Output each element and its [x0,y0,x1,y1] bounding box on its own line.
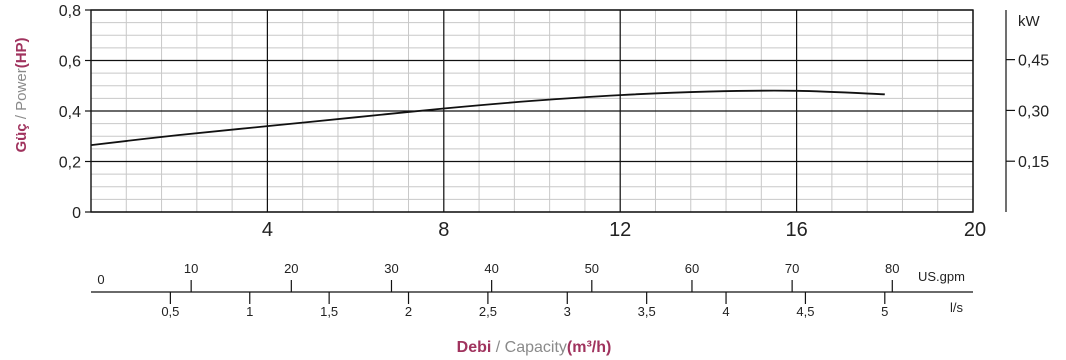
power-curve-line [90,89,885,146]
grid [91,9,974,213]
x-tick-label: 16 [785,219,807,241]
ls-tick-label: 5 [881,304,888,319]
ls-tick-label: 1,5 [320,304,338,319]
y-tick-label: 0 [72,205,81,222]
kw-tick-label: 0,30 [1018,103,1049,120]
ls-tick-label: 1 [246,304,253,319]
ls-tick-label: 4 [722,304,729,319]
gpm-tick-label: 0 [97,272,104,287]
series [90,89,885,146]
x-axis-label-unit: (m³/h) [567,339,611,356]
y-tick-label: 0,6 [59,54,81,71]
y-tick-label: 0,2 [59,155,81,172]
gpm-tick-label: 10 [184,261,198,276]
gpm-tick-label: 80 [885,261,899,276]
gpm-axis-unit: US.gpm [918,269,965,284]
ls-tick-label: 0,5 [161,304,179,319]
x-axis-label-separator: / [491,339,504,356]
x-tick-label: 8 [438,219,449,241]
ls-tick-label: 3 [564,304,571,319]
y-axis-label-accent: Güç [13,123,30,152]
gpm-tick-label: 70 [785,261,799,276]
y-tick-label: 0,8 [59,3,81,20]
y-axis-label-separator: / [13,111,30,124]
ls-tick-label: 2,5 [479,304,497,319]
gpm-tick-label: 40 [484,261,498,276]
x-axis-label-accent: Debi [457,339,492,356]
x-tick-label: 20 [964,219,986,241]
kw-axis-title: kW [1018,13,1041,30]
gpm-tick-label: 20 [284,261,298,276]
y-axis-label-grey: Power [13,68,30,111]
y-axis-label-unit: (HP) [13,37,30,68]
gpm-tick-label: 50 [585,261,599,276]
y-tick-label: 0,4 [59,104,81,121]
x-tick-label: 12 [609,219,631,241]
x-axis-label: Debi / Capacity(m³/h) [457,339,612,356]
kw-tick-label: 0,45 [1018,53,1049,70]
axes [85,9,1015,304]
y-axis-label: Güç / Power(HP) [13,37,30,152]
ls-axis-unit: l/s [950,300,964,315]
x-tick-label: 4 [262,219,273,241]
kw-tick-label: 0,15 [1018,154,1049,171]
ls-tick-label: 3,5 [638,304,656,319]
x-axis-label-grey: Capacity [505,339,567,356]
ls-tick-label: 2 [405,304,412,319]
gpm-tick-label: 60 [685,261,699,276]
ls-tick-label: 4,5 [796,304,814,319]
gpm-tick-label: 30 [384,261,398,276]
